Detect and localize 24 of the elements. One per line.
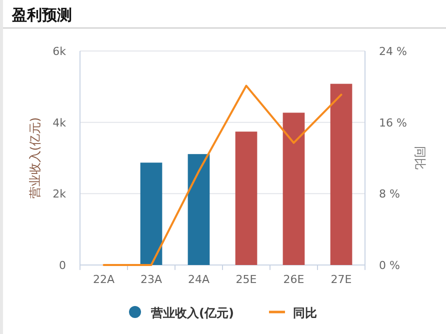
legend-label: 营业收入(亿元) bbox=[150, 306, 234, 320]
x-tick-label: 25E bbox=[236, 273, 257, 286]
y2-tick-label: 0 % bbox=[379, 259, 400, 272]
chart-title: 盈利预测 bbox=[11, 6, 72, 24]
y2-tick-label: 24 % bbox=[379, 45, 407, 58]
x-tick-label: 23A bbox=[140, 273, 162, 286]
x-tick-label: 22A bbox=[92, 273, 115, 286]
bar bbox=[140, 162, 162, 265]
x-tick-label: 26E bbox=[283, 273, 304, 286]
x-tick-label: 27E bbox=[330, 273, 352, 286]
x-tick-label: 24A bbox=[188, 273, 210, 286]
y-tick-label: 0 bbox=[59, 259, 66, 272]
bar bbox=[282, 112, 305, 265]
bar bbox=[188, 154, 210, 265]
legend-label: 同比 bbox=[293, 306, 317, 320]
y-axis-title: 营业收入(亿元) bbox=[28, 117, 42, 199]
bar bbox=[235, 132, 258, 265]
y-tick-label: 2k bbox=[52, 188, 67, 201]
y-tick-label: 4k bbox=[52, 116, 67, 130]
y2-tick-label: 16 % bbox=[379, 116, 407, 130]
y2-tick-label: 8 % bbox=[379, 188, 400, 201]
bar bbox=[330, 84, 352, 265]
y-tick-label: 6k bbox=[52, 45, 67, 58]
y2-axis-title: 同比 bbox=[413, 146, 427, 170]
